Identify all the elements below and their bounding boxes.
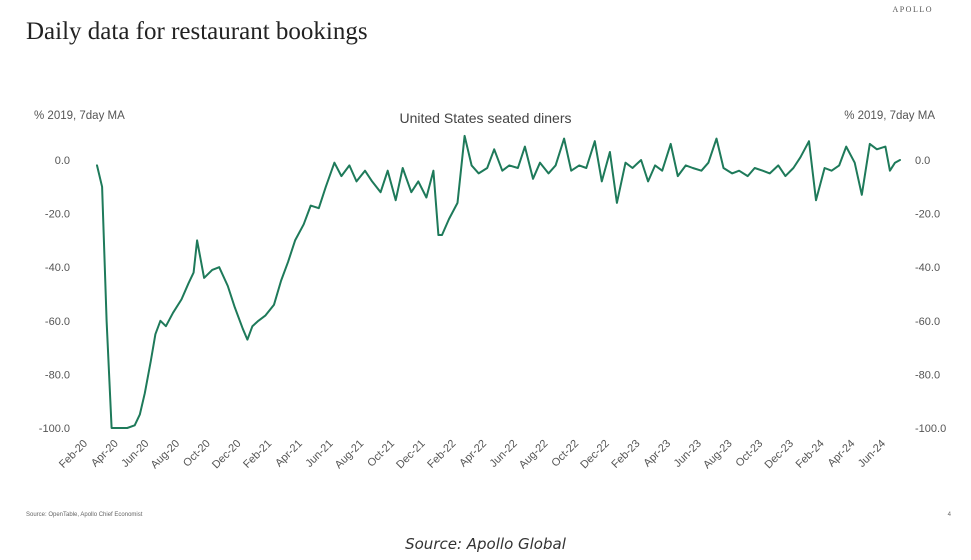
page-number: 4 bbox=[947, 512, 951, 518]
series-lines bbox=[96, 134, 901, 429]
y-tick-label-right: -40.0 bbox=[915, 262, 940, 274]
x-tick-label: Aug-21 bbox=[333, 438, 367, 472]
x-tick-label: Jun-21 bbox=[303, 438, 335, 470]
x-tick-label: Feb-21 bbox=[241, 438, 274, 471]
y-tick-label-right: 0.0 bbox=[915, 155, 930, 167]
slide: APOLLO Daily data for restaurant booking… bbox=[26, 5, 951, 518]
x-tick-label: Aug-22 bbox=[517, 438, 551, 472]
x-tick-label: Oct-20 bbox=[181, 438, 213, 470]
x-tick-label: Apr-22 bbox=[457, 438, 489, 470]
y-tick-label-left: -20.0 bbox=[45, 209, 70, 221]
x-tick-label: Jun-22 bbox=[488, 438, 520, 470]
y-tick-label-right: -100.0 bbox=[915, 423, 946, 435]
y-tick-label-right: -60.0 bbox=[915, 316, 940, 328]
x-tick-label: Aug-20 bbox=[149, 438, 183, 472]
line-chart: 0.0 -20.0 -40.0 -60.0 -80.0 -100.0 0.0 -20.0 -4… bbox=[39, 134, 946, 472]
x-tick-label: Oct-22 bbox=[549, 438, 581, 470]
y-axis-label-right: % 2019, 7day MA bbox=[844, 110, 935, 122]
y-tick-label-right: -20.0 bbox=[915, 209, 940, 221]
y-tick-label-left: -80.0 bbox=[45, 369, 70, 381]
x-tick-label: Oct-23 bbox=[734, 438, 766, 470]
x-tick-label: Dec-22 bbox=[578, 438, 612, 472]
x-tick-label: Dec-23 bbox=[762, 438, 796, 472]
source-note: Source: OpenTable, Apollo Chief Economis… bbox=[26, 512, 143, 518]
y-tick-label-left: 0.0 bbox=[55, 155, 70, 167]
x-tick-label: Oct-21 bbox=[365, 438, 397, 470]
x-tick-label: Feb-22 bbox=[425, 438, 458, 471]
x-tick-label: Feb-20 bbox=[57, 438, 90, 471]
chart-title: United States seated diners bbox=[399, 110, 572, 126]
y-tick-label-left: -100.0 bbox=[39, 423, 70, 435]
x-tick-label: Apr-21 bbox=[273, 438, 305, 470]
y-ticks-left: 0.0 -20.0 -40.0 -60.0 -80.0 -100.0 bbox=[39, 155, 70, 435]
y-axis-label-left: % 2019, 7day MA bbox=[34, 110, 125, 122]
y-tick-label-left: -40.0 bbox=[45, 262, 70, 274]
x-tick-label: Feb-24 bbox=[794, 438, 827, 471]
x-ticks: Feb-20Apr-20Jun-20Aug-20Oct-20Dec-20Feb-… bbox=[57, 438, 888, 472]
x-tick-label: Apr-23 bbox=[641, 438, 673, 470]
x-tick-label: Jun-24 bbox=[856, 438, 888, 470]
y-tick-label-left: -60.0 bbox=[45, 316, 70, 328]
x-tick-label: Apr-20 bbox=[89, 438, 121, 470]
page-title: Daily data for restaurant bookings bbox=[26, 18, 368, 45]
x-tick-label: Jun-20 bbox=[119, 438, 151, 470]
x-tick-label: Aug-23 bbox=[701, 438, 735, 472]
caption: Source: Apollo Global bbox=[405, 535, 566, 553]
y-ticks-right: 0.0 -20.0 -40.0 -60.0 -80.0 -100.0 bbox=[915, 155, 946, 435]
x-tick-label: Dec-20 bbox=[210, 438, 244, 472]
y-tick-label-right: -80.0 bbox=[915, 369, 940, 381]
x-tick-label: Jun-23 bbox=[672, 438, 704, 470]
x-tick-label: Apr-24 bbox=[826, 438, 858, 470]
series-line-0 bbox=[96, 134, 901, 429]
x-tick-label: Feb-23 bbox=[609, 438, 642, 471]
brand-logo: APOLLO bbox=[892, 5, 933, 14]
x-tick-label: Dec-21 bbox=[394, 438, 428, 472]
